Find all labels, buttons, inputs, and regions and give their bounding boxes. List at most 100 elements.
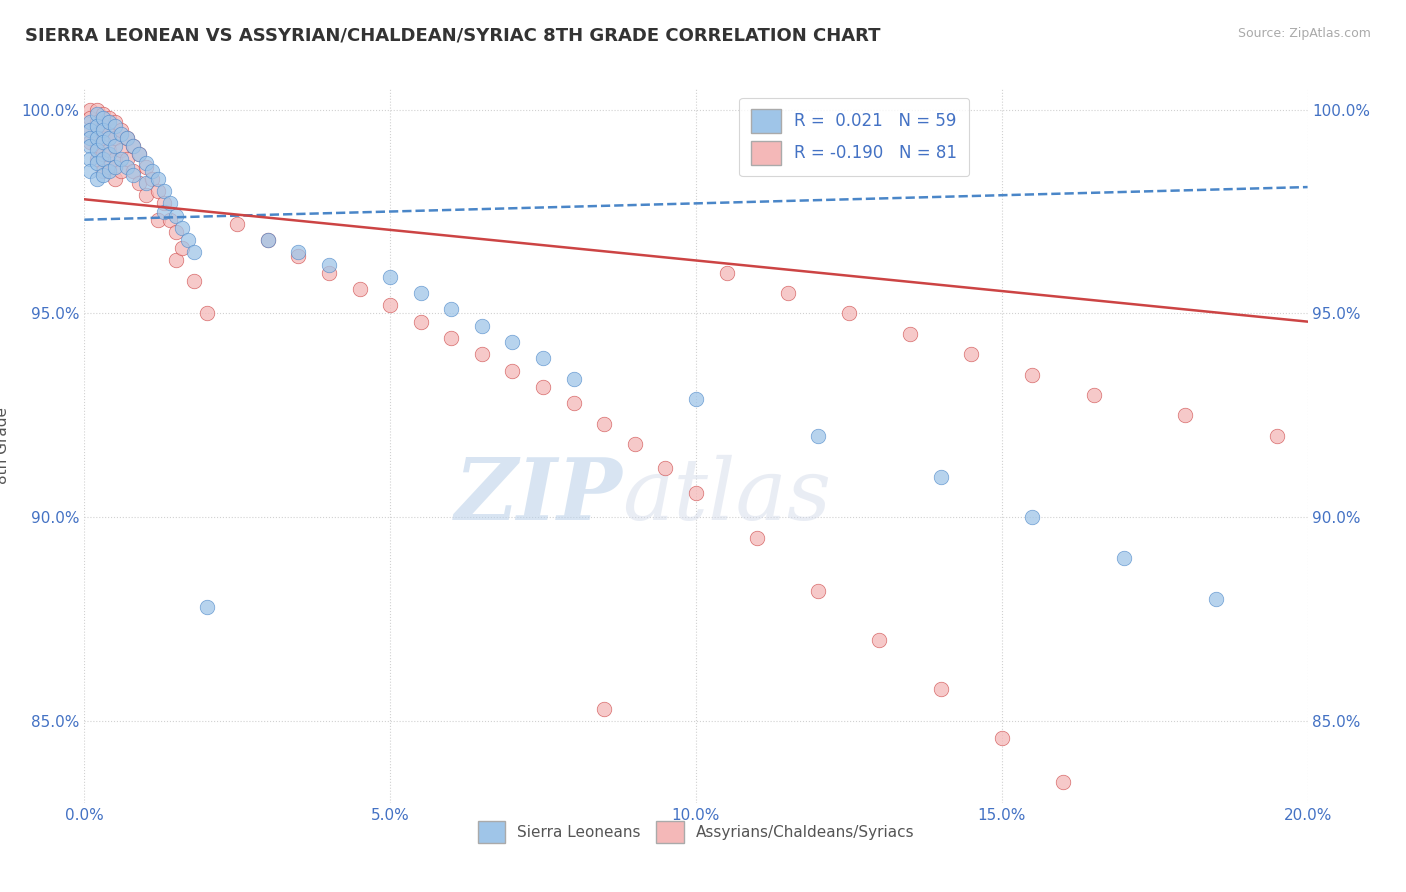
Point	[97, 160, 120, 174]
Point	[747, 531, 769, 545]
Point	[79, 139, 101, 153]
Point	[165, 209, 187, 223]
Point	[929, 469, 952, 483]
Point	[531, 380, 554, 394]
Point	[91, 106, 114, 120]
Point	[115, 152, 138, 166]
Point	[380, 298, 402, 312]
Point	[86, 119, 108, 133]
Point	[929, 681, 952, 696]
Point	[91, 123, 114, 137]
Point	[257, 233, 280, 247]
Point	[1083, 388, 1105, 402]
Point	[153, 196, 176, 211]
Point	[380, 269, 402, 284]
Point	[79, 115, 101, 129]
Point	[146, 184, 169, 198]
Point	[159, 212, 181, 227]
Point	[135, 176, 157, 190]
Point	[409, 286, 432, 301]
Point	[991, 731, 1014, 745]
Point	[146, 212, 169, 227]
Point	[195, 306, 218, 320]
Point	[960, 347, 983, 361]
Point	[86, 115, 108, 129]
Point	[153, 204, 176, 219]
Point	[257, 233, 280, 247]
Y-axis label: 8th Grade: 8th Grade	[0, 408, 10, 484]
Point	[624, 437, 647, 451]
Point	[104, 115, 127, 129]
Point	[91, 163, 114, 178]
Point	[654, 461, 676, 475]
Point	[97, 111, 120, 125]
Point	[91, 119, 114, 133]
Point	[86, 131, 108, 145]
Point	[97, 144, 120, 158]
Point	[91, 131, 114, 145]
Point	[104, 139, 127, 153]
Point	[91, 147, 114, 161]
Point	[593, 417, 616, 431]
Point	[97, 127, 120, 141]
Point	[115, 160, 138, 174]
Point	[79, 103, 101, 117]
Point	[183, 274, 205, 288]
Point	[1021, 510, 1043, 524]
Point	[128, 176, 150, 190]
Point	[685, 486, 707, 500]
Point	[1205, 591, 1227, 606]
Point	[898, 326, 921, 341]
Point	[318, 266, 340, 280]
Point	[1174, 877, 1197, 891]
Point	[165, 225, 187, 239]
Point	[807, 583, 830, 598]
Point	[1052, 775, 1074, 789]
Point	[79, 131, 101, 145]
Point	[502, 334, 524, 349]
Point	[110, 144, 132, 158]
Point	[97, 115, 120, 129]
Point	[531, 351, 554, 366]
Point	[122, 168, 145, 182]
Point	[104, 131, 127, 145]
Point	[86, 155, 108, 169]
Point	[86, 127, 108, 141]
Point	[128, 147, 150, 161]
Point	[562, 372, 585, 386]
Point	[440, 302, 463, 317]
Point	[440, 331, 463, 345]
Point	[97, 163, 120, 178]
Point	[122, 163, 145, 178]
Point	[1021, 368, 1043, 382]
Point	[502, 363, 524, 377]
Point	[807, 429, 830, 443]
Point	[183, 245, 205, 260]
Point	[593, 702, 616, 716]
Point	[122, 139, 145, 153]
Text: SIERRA LEONEAN VS ASSYRIAN/CHALDEAN/SYRIAC 8TH GRADE CORRELATION CHART: SIERRA LEONEAN VS ASSYRIAN/CHALDEAN/SYRI…	[25, 27, 880, 45]
Point	[104, 172, 127, 186]
Point	[776, 286, 799, 301]
Point	[177, 233, 200, 247]
Point	[195, 600, 218, 615]
Point	[79, 152, 101, 166]
Point	[1174, 409, 1197, 423]
Point	[562, 396, 585, 410]
Point	[110, 123, 132, 137]
Point	[287, 245, 309, 260]
Point	[86, 144, 108, 158]
Point	[287, 249, 309, 263]
Point	[86, 103, 108, 117]
Text: Source: ZipAtlas.com: Source: ZipAtlas.com	[1237, 27, 1371, 40]
Point	[716, 266, 738, 280]
Point	[86, 172, 108, 186]
Point	[685, 392, 707, 406]
Point	[79, 123, 101, 137]
Point	[318, 258, 340, 272]
Point	[1265, 429, 1288, 443]
Point	[115, 131, 138, 145]
Point	[349, 282, 371, 296]
Point	[86, 139, 108, 153]
Point	[226, 217, 249, 231]
